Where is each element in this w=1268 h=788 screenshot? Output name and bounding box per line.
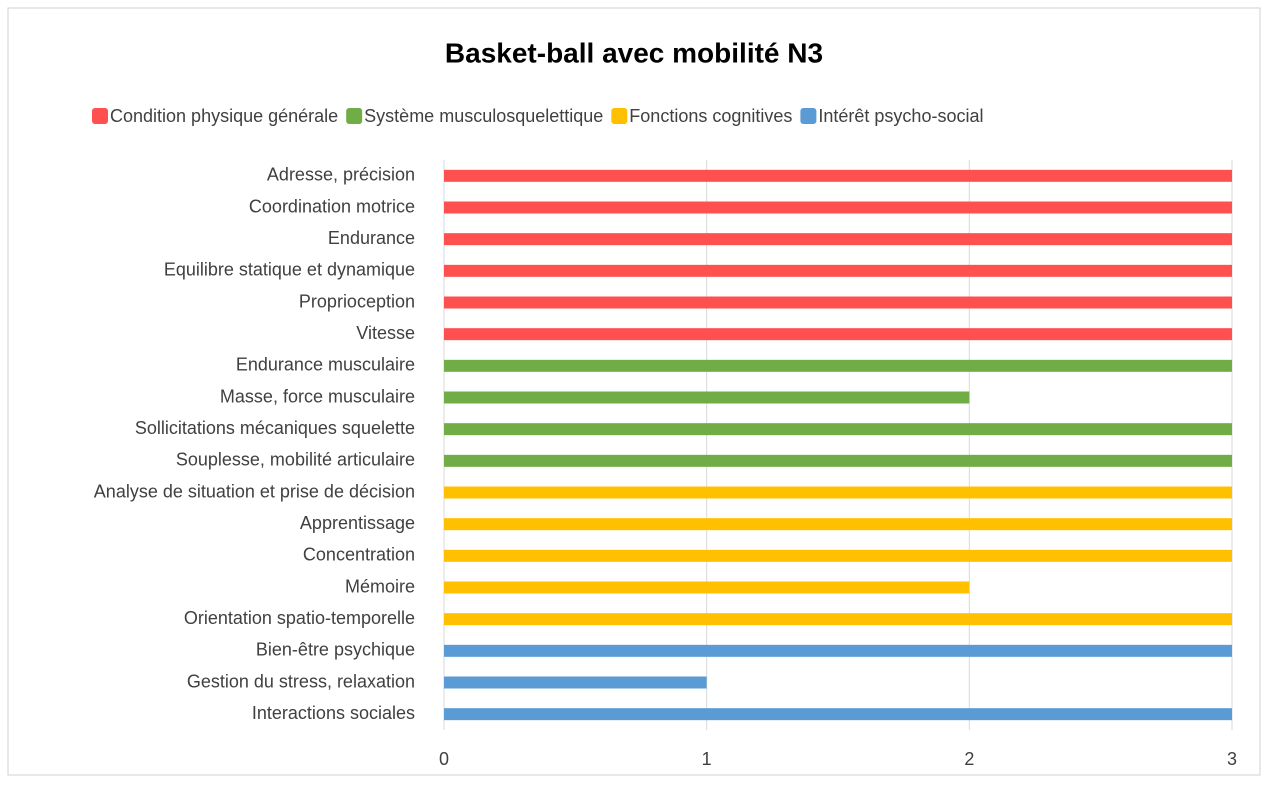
- legend-swatch: [611, 108, 628, 124]
- y-tick-label: Orientation spatio-temporelle: [184, 608, 415, 628]
- bar: [444, 233, 1232, 246]
- bar: [444, 296, 1232, 309]
- bar: [444, 581, 970, 594]
- bar: [444, 486, 1232, 499]
- x-tick-label: 1: [702, 749, 712, 769]
- bar: [444, 454, 1232, 467]
- y-tick-label: Analyse de situation et prise de décisio…: [94, 481, 415, 501]
- legend-label: Condition physique générale: [110, 106, 338, 126]
- y-tick-label: Adresse, précision: [267, 165, 415, 185]
- bar: [444, 613, 1232, 626]
- y-tick-label: Bien-être psychique: [256, 640, 415, 660]
- chart-title: Basket-ball avec mobilité N3: [445, 37, 823, 68]
- y-tick-label: Apprentissage: [300, 513, 415, 533]
- y-tick-label: Proprioception: [299, 291, 415, 311]
- y-tick-label: Masse, force musculaire: [220, 386, 415, 406]
- y-tick-label: Mémoire: [345, 576, 415, 596]
- y-tick-label: Endurance musculaire: [236, 355, 415, 375]
- y-tick-label: Coordination motrice: [249, 196, 415, 216]
- legend-swatch: [346, 108, 363, 124]
- y-tick-label: Vitesse: [356, 323, 415, 343]
- y-tick-label: Souplesse, mobilité articulaire: [176, 450, 415, 470]
- bar: [444, 264, 1232, 277]
- bar: [444, 423, 1232, 436]
- y-tick-label: Sollicitations mécaniques squelette: [135, 418, 415, 438]
- bar: [444, 676, 707, 689]
- y-tick-label: Concentration: [303, 545, 415, 565]
- bar: [444, 708, 1232, 721]
- bar: [444, 359, 1232, 372]
- legend-label: Fonctions cognitives: [629, 106, 792, 126]
- bar: [444, 169, 1232, 182]
- y-tick-label: Equilibre statique et dynamique: [164, 260, 415, 280]
- bar: [444, 391, 970, 404]
- legend-swatch: [800, 108, 817, 124]
- bar: [444, 549, 1232, 562]
- y-tick-label: Gestion du stress, relaxation: [187, 671, 415, 691]
- x-tick-label: 0: [439, 749, 449, 769]
- y-tick-label: Interactions sociales: [252, 703, 415, 723]
- y-tick-label: Endurance: [328, 228, 415, 248]
- x-tick-label: 3: [1227, 749, 1237, 769]
- bar: [444, 644, 1232, 657]
- x-tick-label: 2: [964, 749, 974, 769]
- bar: [444, 328, 1232, 341]
- legend-label: Système musculosquelettique: [364, 106, 603, 126]
- legend-label: Intérêt psycho-social: [818, 106, 983, 126]
- bar: [444, 201, 1232, 214]
- legend-swatch: [92, 108, 108, 124]
- bar: [444, 518, 1232, 531]
